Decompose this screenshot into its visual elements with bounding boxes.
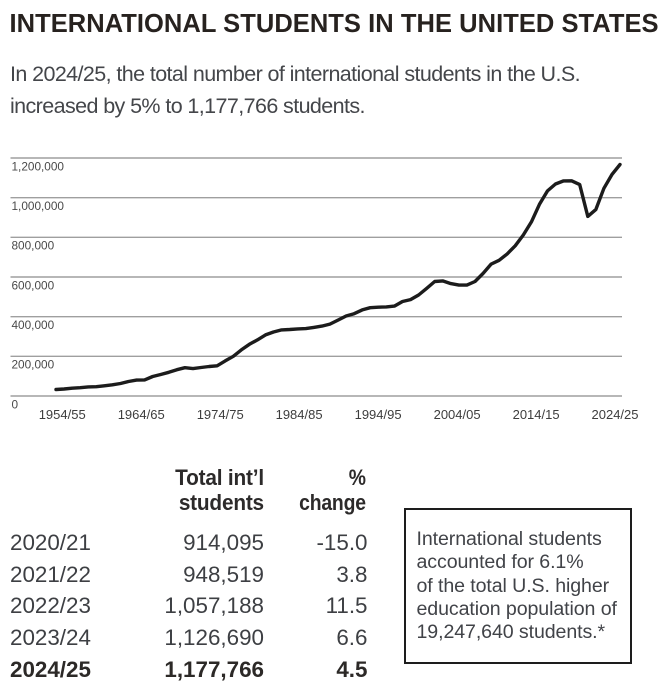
svg-text:2014/15: 2014/15: [513, 407, 560, 422]
svg-text:2024/25: 2024/25: [592, 407, 639, 422]
svg-text:800,000: 800,000: [12, 239, 55, 253]
svg-text:200,000: 200,000: [12, 358, 55, 372]
svg-text:1994/95: 1994/95: [355, 407, 402, 422]
svg-text:1954/55: 1954/55: [39, 407, 86, 422]
svg-text:0: 0: [12, 397, 19, 411]
svg-text:1974/75: 1974/75: [197, 407, 244, 422]
svg-text:1,000,000: 1,000,000: [12, 199, 65, 213]
svg-text:1,200,000: 1,200,000: [12, 159, 65, 173]
svg-text:1964/65: 1964/65: [118, 407, 165, 422]
svg-text:600,000: 600,000: [12, 278, 55, 292]
svg-text:1984/85: 1984/85: [276, 407, 323, 422]
svg-text:2004/05: 2004/05: [434, 407, 481, 422]
svg-text:400,000: 400,000: [12, 318, 55, 332]
